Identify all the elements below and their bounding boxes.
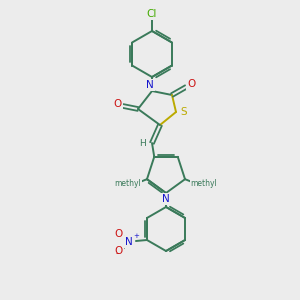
Text: N: N [125,237,133,247]
Text: O: O [115,229,123,239]
Text: N: N [162,194,170,204]
Text: H: H [140,140,146,148]
Text: +: + [133,233,139,239]
Text: methyl: methyl [190,179,218,188]
Text: O: O [187,79,195,89]
Text: Cl: Cl [147,9,157,19]
Text: -: - [116,248,119,258]
Text: O: O [115,246,123,256]
Text: N: N [146,80,154,90]
Text: S: S [181,107,187,117]
Text: O: O [114,99,122,109]
Text: methyl: methyl [115,179,141,188]
